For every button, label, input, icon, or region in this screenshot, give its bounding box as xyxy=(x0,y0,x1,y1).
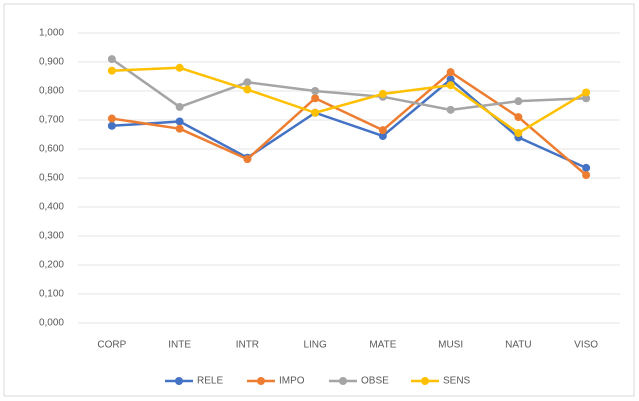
legend-marker xyxy=(339,377,347,385)
series-line xyxy=(111,58,587,112)
data-point xyxy=(378,89,387,98)
data-point xyxy=(582,88,591,97)
y-tick-label: 0,800 xyxy=(39,86,64,97)
data-point xyxy=(514,113,523,122)
x-tick-label: MATE xyxy=(369,340,396,351)
data-point xyxy=(582,171,591,180)
legend-marker xyxy=(175,377,183,385)
series-line xyxy=(111,78,587,169)
legend-marker xyxy=(421,377,429,385)
y-tick-label: 0,200 xyxy=(39,260,64,271)
data-point xyxy=(446,75,455,84)
data-point xyxy=(446,68,455,77)
data-point xyxy=(243,155,252,164)
x-tick-label: MUSI xyxy=(438,340,463,351)
x-tick-label: VISO xyxy=(574,340,598,351)
data-point xyxy=(446,81,455,90)
y-tick-label: 0,100 xyxy=(39,289,64,300)
y-tick-label: 0,300 xyxy=(39,231,64,242)
y-tick-label: 0,600 xyxy=(39,144,64,155)
data-point xyxy=(175,102,184,111)
y-tick-label: 1,000 xyxy=(39,28,64,39)
data-point xyxy=(107,55,116,64)
data-point xyxy=(514,97,523,106)
data-point xyxy=(175,117,184,126)
x-tick-label: NATU xyxy=(505,340,531,351)
data-point xyxy=(107,114,116,123)
data-point xyxy=(378,126,387,135)
chart-frame xyxy=(3,3,635,397)
data-point xyxy=(175,63,184,72)
legend-label: SENS xyxy=(443,376,471,387)
y-tick-label: 0,700 xyxy=(39,115,64,126)
data-point xyxy=(311,87,320,95)
x-tick-label: CORP xyxy=(97,340,126,351)
legend-label: OBSE xyxy=(361,376,389,387)
data-point xyxy=(175,124,184,133)
data-point xyxy=(107,121,116,130)
data-point xyxy=(243,85,252,94)
data-point xyxy=(107,66,116,75)
legend-marker xyxy=(257,377,265,385)
data-point xyxy=(311,108,320,117)
series-line xyxy=(111,70,587,177)
series-line xyxy=(111,66,587,135)
data-point xyxy=(243,78,252,87)
data-point xyxy=(582,94,591,103)
y-tick-label: 0,500 xyxy=(39,173,64,184)
x-tick-label: INTE xyxy=(168,340,191,351)
data-point xyxy=(446,105,455,114)
legend-label: RELE xyxy=(197,376,223,387)
data-point xyxy=(378,131,387,140)
data-point xyxy=(582,163,591,172)
y-tick-label: 0,000 xyxy=(39,318,64,329)
data-point xyxy=(311,94,320,103)
data-point xyxy=(514,129,523,138)
y-tick-label: 0,400 xyxy=(39,202,64,213)
x-tick-label: INTR xyxy=(236,340,259,351)
y-tick-label: 0,900 xyxy=(39,57,64,68)
legend-label: IMPO xyxy=(279,376,305,387)
x-tick-label: LING xyxy=(303,340,327,351)
